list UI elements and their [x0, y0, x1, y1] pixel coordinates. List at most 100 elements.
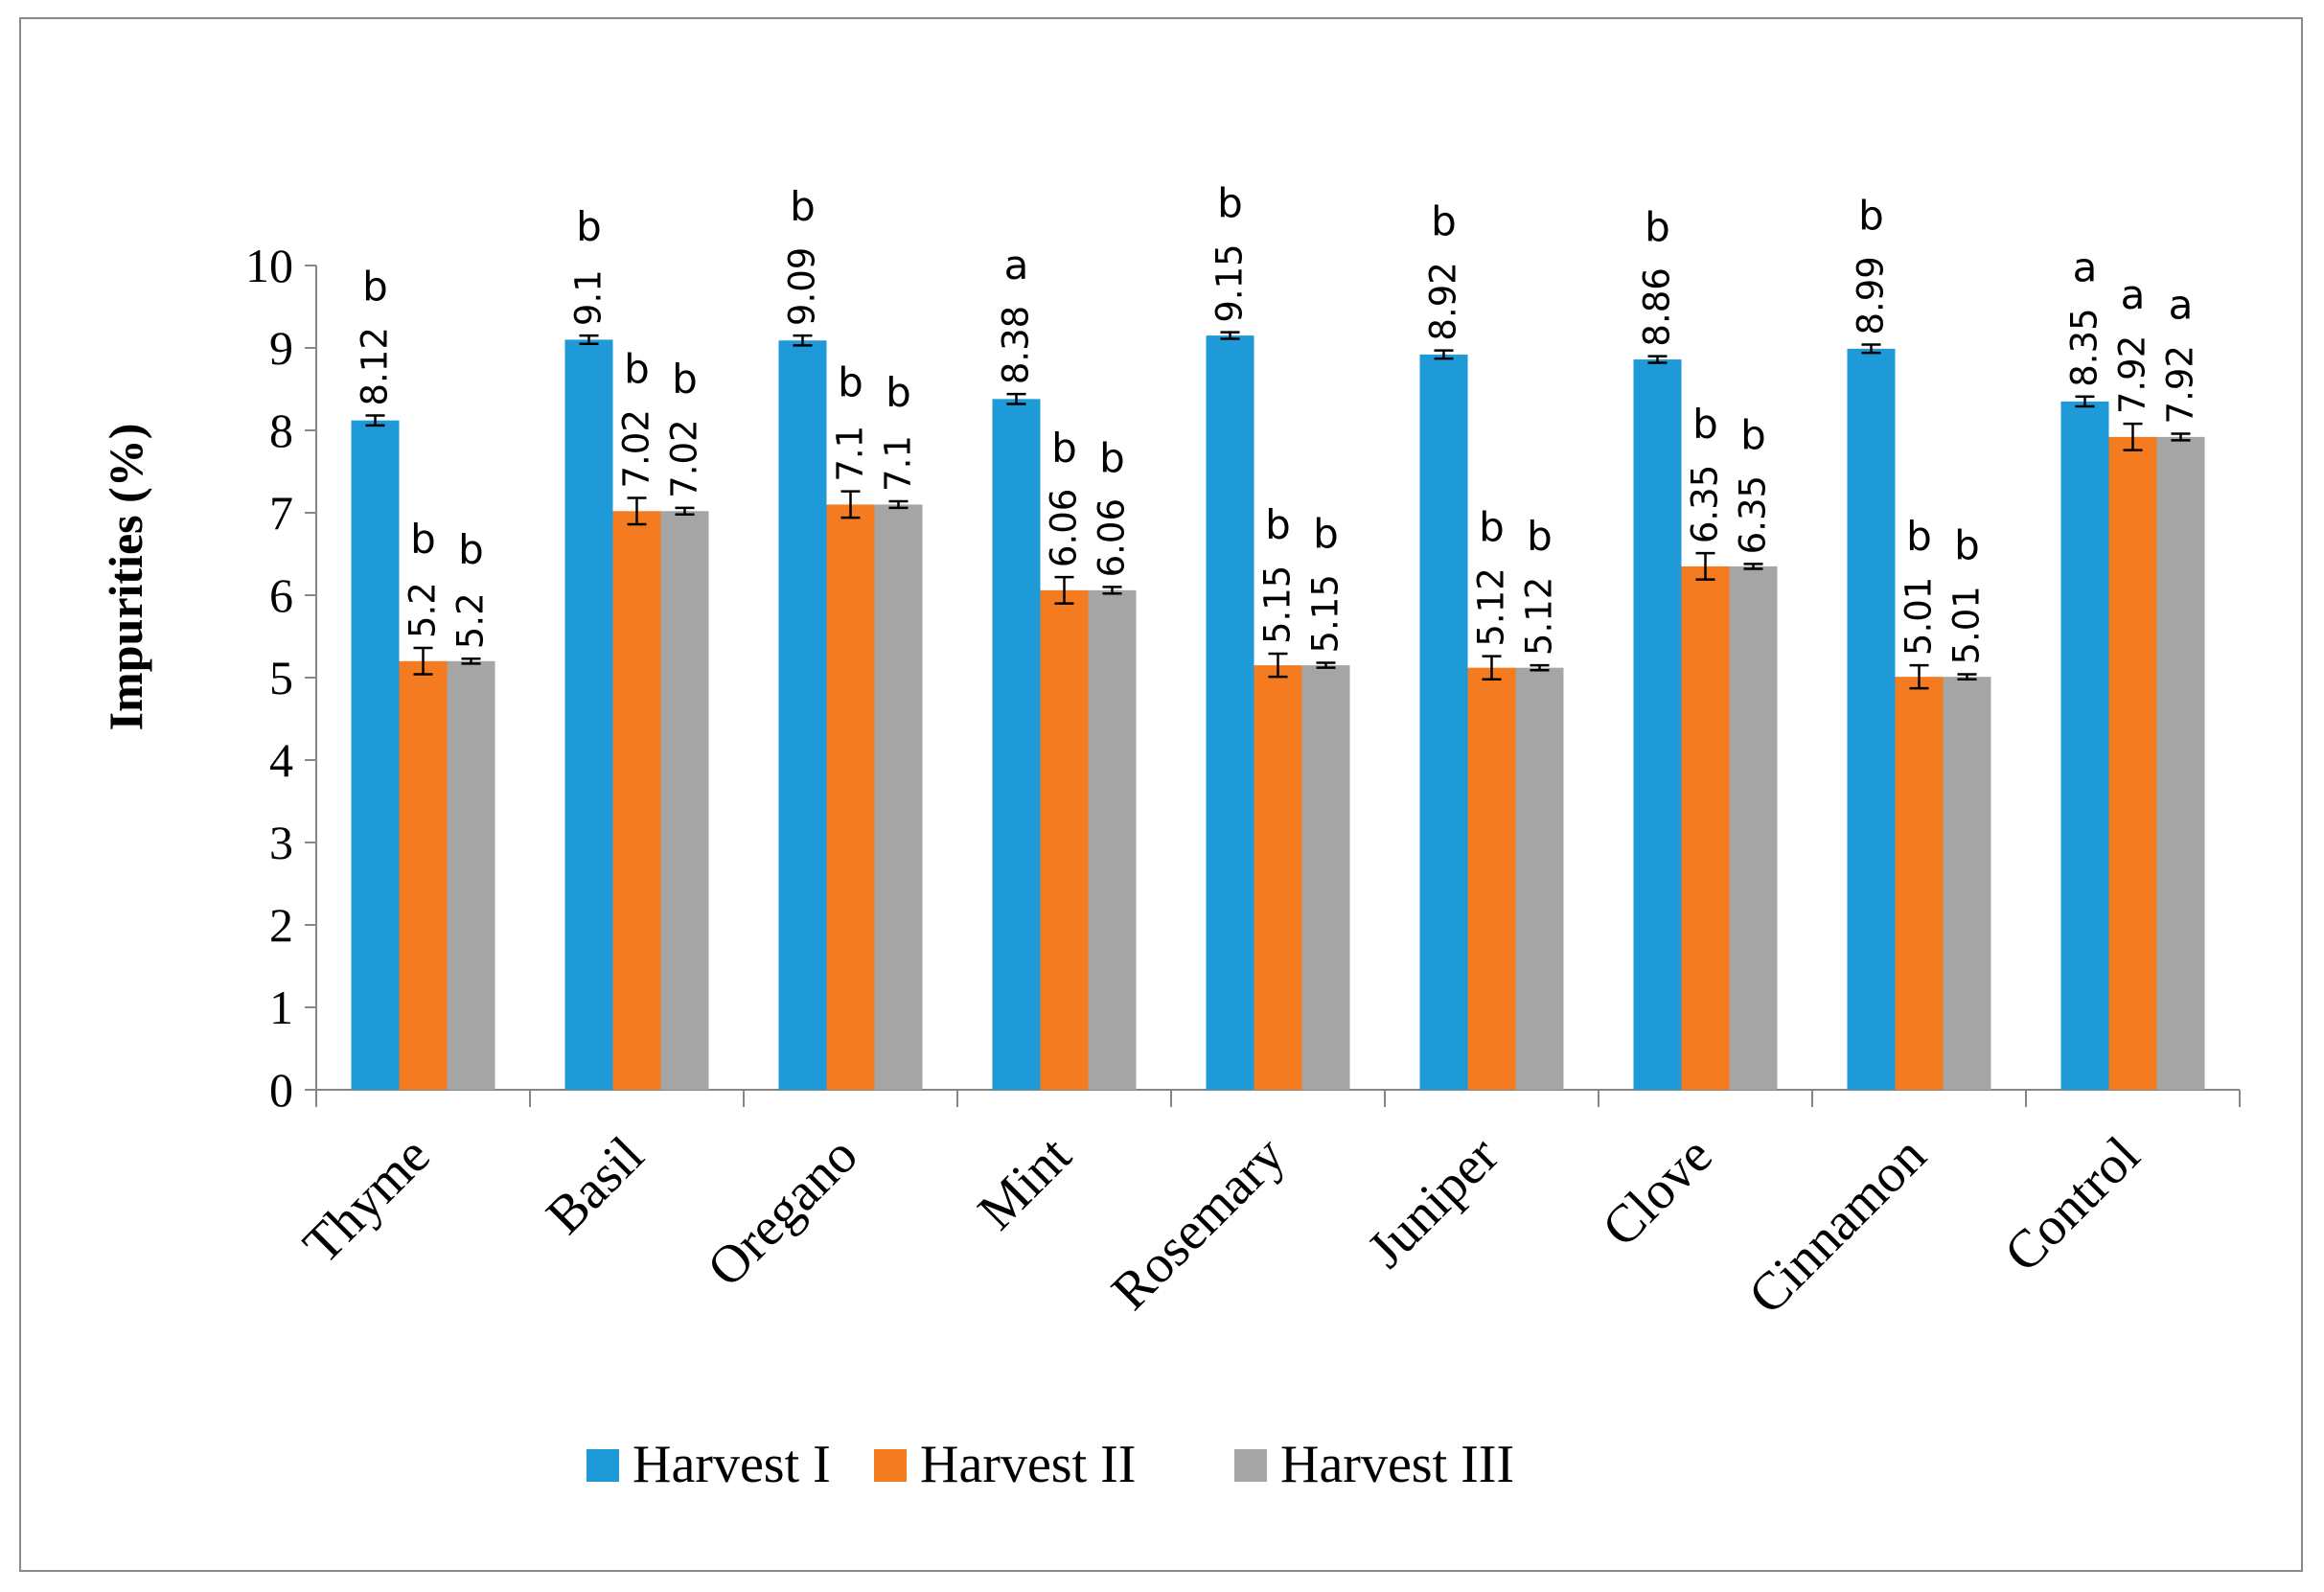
- significance-letter: a: [2121, 271, 2146, 318]
- significance-letter: b: [458, 526, 484, 573]
- data-label: 5.01: [1898, 577, 1940, 656]
- significance-letter: b: [1645, 204, 1670, 251]
- data-label: 7.92: [2160, 345, 2201, 424]
- data-label: 6.06: [1092, 498, 1133, 577]
- bar: [1301, 665, 1350, 1090]
- data-label: 7.02: [664, 419, 705, 497]
- data-label: 8.35: [2064, 308, 2105, 386]
- bar: [778, 340, 827, 1090]
- significance-letter: a: [1004, 242, 1029, 288]
- data-label: 8.92: [1423, 262, 1464, 340]
- significance-letter: b: [1099, 434, 1125, 481]
- bar: [2060, 401, 2109, 1090]
- data-label: 8.12: [355, 327, 396, 405]
- significance-letter: b: [1906, 513, 1932, 560]
- category-label: Basil: [535, 1125, 655, 1245]
- bar: [1633, 359, 1682, 1090]
- bar: [612, 511, 661, 1090]
- data-label: 7.1: [830, 426, 871, 482]
- data-label: 8.38: [996, 306, 1037, 384]
- bar: [1729, 565, 1778, 1090]
- significance-letter: a: [2169, 281, 2194, 328]
- bar: [1943, 677, 1991, 1090]
- data-label: 5.12: [1519, 577, 1560, 656]
- significance-letter: b: [1740, 411, 1766, 458]
- bar: [2108, 436, 2157, 1090]
- significance-letter: b: [790, 183, 816, 230]
- y-tick-label: 3: [269, 816, 293, 869]
- significance-letter: b: [1265, 501, 1291, 548]
- data-label: 6.06: [1044, 489, 1085, 567]
- data-label: 6.35: [1733, 475, 1774, 554]
- bar: [351, 420, 400, 1090]
- data-label: 5.2: [403, 582, 444, 638]
- legend-swatch: [1234, 1449, 1267, 1482]
- bar: [992, 399, 1041, 1090]
- y-tick-label: 0: [269, 1063, 293, 1117]
- data-label: 8.86: [1637, 267, 1678, 346]
- y-tick-label: 7: [269, 486, 293, 540]
- bar: [1467, 667, 1516, 1090]
- plot-area: 0123456789108.12b5.2b5.2bThyme9.1b7.02b7…: [245, 180, 2241, 1326]
- significance-letter: b: [362, 264, 388, 311]
- data-label: 9.15: [1209, 243, 1251, 322]
- data-label: 7.02: [616, 409, 657, 488]
- data-label: 9.09: [782, 247, 823, 326]
- y-tick-label: 6: [269, 568, 293, 622]
- category-label: Mint: [967, 1125, 1083, 1241]
- data-label: 5.15: [1257, 565, 1299, 644]
- y-tick-label: 2: [269, 898, 293, 952]
- bar: [1040, 589, 1089, 1090]
- significance-letter: b: [1479, 504, 1505, 551]
- category-label: Thyme: [292, 1125, 442, 1275]
- category-label: Oregano: [697, 1125, 869, 1298]
- legend-swatch: [874, 1449, 907, 1482]
- y-tick-label: 8: [269, 404, 293, 457]
- bar: [2156, 436, 2205, 1090]
- legend-label: Harvest I: [633, 1435, 831, 1494]
- bar: [399, 660, 448, 1090]
- data-label: 5.2: [450, 592, 492, 649]
- significance-letter: b: [624, 346, 650, 393]
- bar: [1515, 667, 1564, 1090]
- y-axis-title: Impurities (%): [99, 424, 152, 731]
- bar: [1895, 677, 1944, 1090]
- y-tick-label: 9: [269, 321, 293, 375]
- significance-letter: b: [1954, 522, 1980, 569]
- data-label: 5.12: [1471, 567, 1512, 646]
- category-label: Rosemary: [1100, 1125, 1296, 1321]
- data-label: 6.35: [1685, 465, 1726, 543]
- y-tick-label: 5: [269, 651, 293, 704]
- significance-letter: b: [1858, 193, 1884, 240]
- bar: [660, 511, 709, 1090]
- significance-letter: b: [1051, 425, 1077, 472]
- bar: [564, 339, 613, 1090]
- category-label: Juniper: [1356, 1125, 1510, 1280]
- legend-label: Harvest II: [920, 1435, 1136, 1494]
- data-label: 5.15: [1305, 574, 1346, 653]
- legend-swatch: [587, 1449, 619, 1482]
- y-tick-label: 4: [269, 733, 293, 787]
- significance-letter: b: [1527, 513, 1553, 560]
- significance-letter: b: [1313, 511, 1339, 558]
- bar: [1419, 354, 1468, 1090]
- data-label: 7.92: [2112, 335, 2153, 414]
- bar: [1206, 335, 1254, 1091]
- category-label: Cinnamon: [1737, 1125, 1938, 1326]
- bar: [1088, 589, 1137, 1090]
- legend: Harvest I Harvest II Harvest III: [587, 1435, 1514, 1494]
- significance-letter: b: [410, 516, 436, 563]
- legend-label: Harvest III: [1280, 1435, 1514, 1494]
- bar: [1254, 665, 1302, 1090]
- bar: [826, 504, 875, 1090]
- significance-letter: b: [886, 369, 911, 416]
- significance-letter: b: [1692, 401, 1718, 448]
- y-tick-label: 1: [269, 981, 293, 1034]
- significance-letter: b: [838, 359, 863, 406]
- bar: [1681, 565, 1730, 1090]
- y-tick-label: 10: [245, 239, 293, 292]
- category-label: Clove: [1591, 1125, 1723, 1257]
- data-label: 5.01: [1946, 586, 1988, 664]
- bar: [874, 504, 923, 1090]
